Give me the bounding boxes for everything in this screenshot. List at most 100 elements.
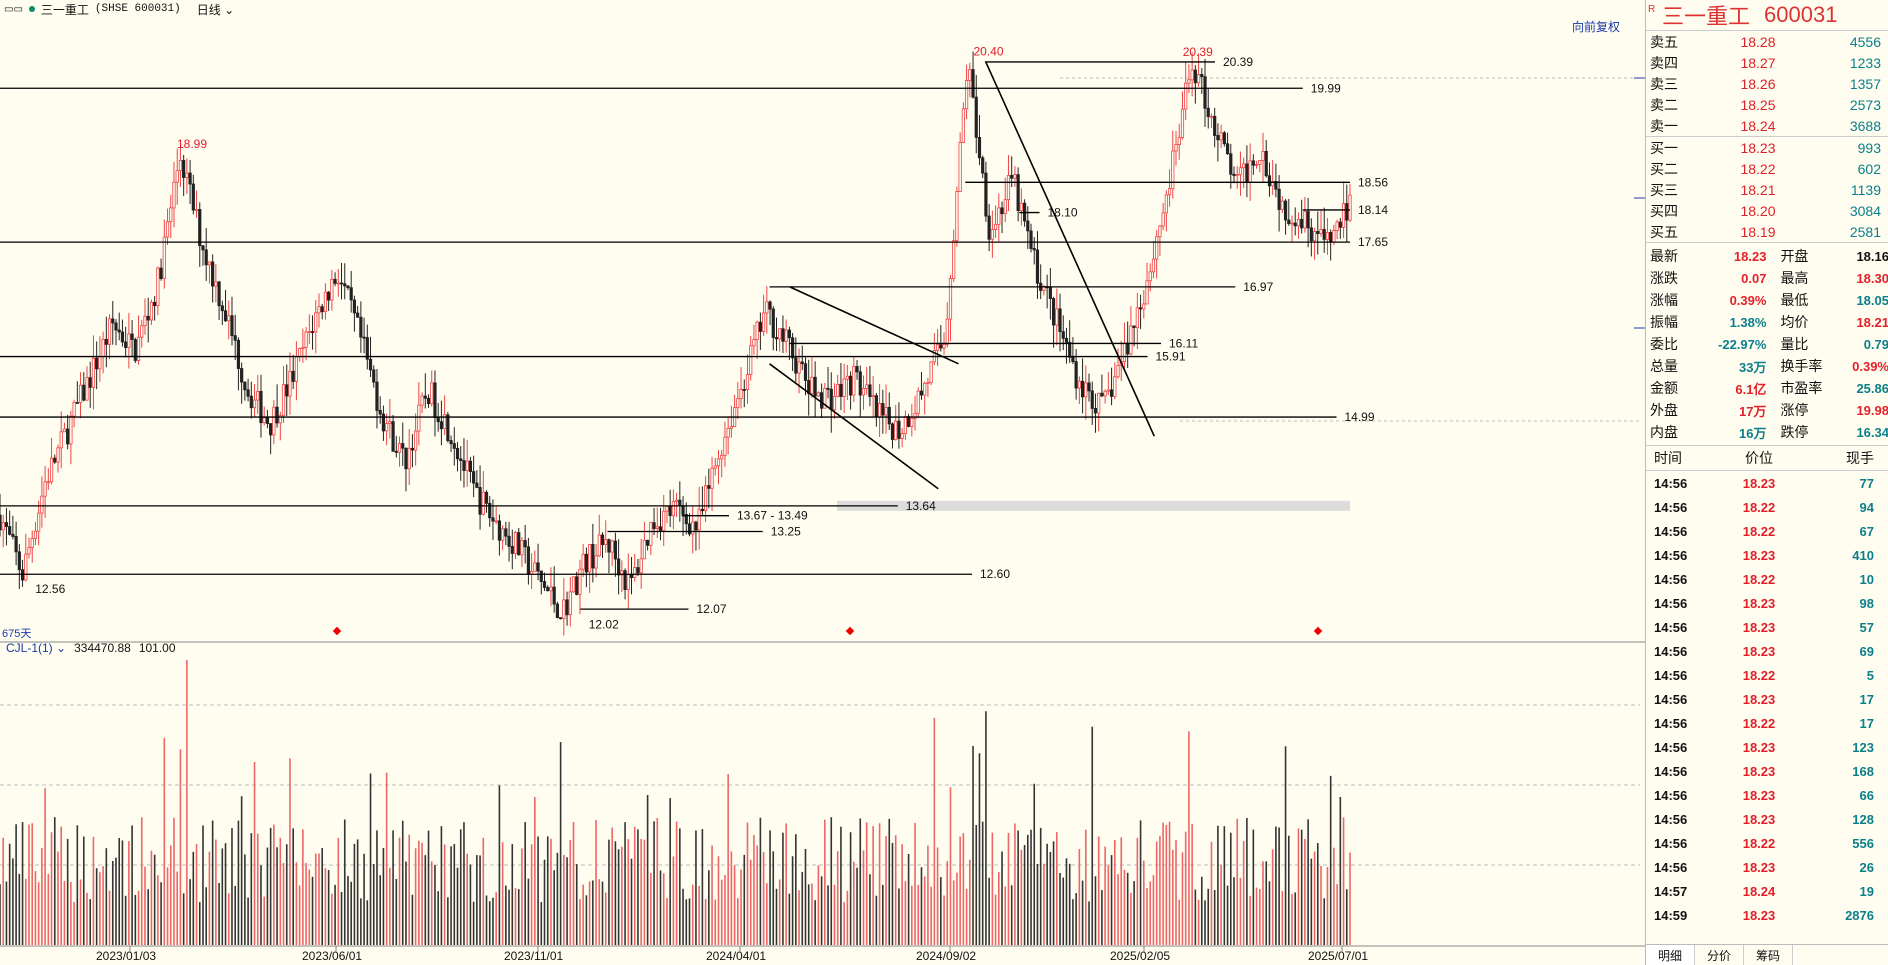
kline-chart[interactable]: 20.3919.9918.5618.1418.1017.6516.9716.11… bbox=[0, 0, 1645, 965]
candle-body bbox=[517, 532, 521, 556]
trend-line[interactable] bbox=[769, 363, 939, 490]
tick-row[interactable]: 14:56 18.23 57 bbox=[1646, 615, 1888, 639]
tick-row[interactable]: 14:56 18.23 17 bbox=[1646, 687, 1888, 711]
candle-body bbox=[736, 398, 740, 409]
indicator-selector[interactable]: CJL-1(1) ⌄ bbox=[6, 641, 67, 655]
candle-body bbox=[1, 522, 5, 531]
panel-tab-2[interactable]: 筹码 bbox=[1744, 945, 1794, 965]
xaxis-date-label: 2024/09/02 bbox=[916, 949, 976, 963]
candle-body bbox=[233, 335, 237, 341]
tick-price: 18.22 bbox=[1742, 499, 1776, 515]
tick-row[interactable]: 14:56 18.23 77 bbox=[1646, 471, 1888, 495]
candle-body bbox=[433, 382, 437, 419]
level-label: 19.99 bbox=[1311, 81, 1341, 95]
candle-body bbox=[294, 356, 299, 382]
period-selector[interactable]: 日线 ⌄ bbox=[196, 2, 235, 17]
tick-row[interactable]: 14:56 18.22 10 bbox=[1646, 567, 1888, 591]
ask-price: 18.24 bbox=[1740, 117, 1776, 134]
event-marker-icon[interactable] bbox=[332, 626, 342, 636]
bid-row[interactable]: 买三 18.21 1139 bbox=[1646, 179, 1888, 200]
candle-body bbox=[974, 96, 978, 138]
stat-row: 外盘 17万 涨停 19.98 bbox=[1646, 399, 1888, 421]
candle-body bbox=[1219, 132, 1223, 141]
candle-body bbox=[526, 546, 531, 575]
candle-body bbox=[588, 544, 592, 573]
ask-row[interactable]: 卖一 18.24 3688 bbox=[1646, 115, 1888, 136]
candle-body bbox=[1287, 219, 1291, 224]
trend-line[interactable] bbox=[789, 286, 959, 365]
candle-body bbox=[37, 512, 41, 532]
tick-row[interactable]: 14:56 18.23 98 bbox=[1646, 591, 1888, 615]
indicator-value-1: 334470.88 bbox=[74, 641, 131, 655]
candle-body bbox=[452, 443, 456, 449]
stat-value: 18.21 bbox=[1856, 314, 1888, 330]
candle-body bbox=[201, 245, 205, 251]
tick-time: 14:56 bbox=[1654, 643, 1688, 659]
stat-value: 0.79 bbox=[1863, 336, 1888, 352]
tick-row[interactable]: 14:56 18.23 128 bbox=[1646, 807, 1888, 831]
panel-tab-0[interactable]: 明细 bbox=[1646, 945, 1696, 965]
stat-row: 涨跌 0.07 最高 18.30 bbox=[1646, 267, 1888, 289]
tick-row[interactable]: 14:56 18.22 556 bbox=[1646, 831, 1888, 855]
ask-volume: 3688 bbox=[1849, 117, 1881, 134]
tick-row[interactable]: 14:56 18.22 5 bbox=[1646, 663, 1888, 687]
panel-tab-1[interactable]: 分价 bbox=[1695, 945, 1745, 965]
tick-time: 14:59 bbox=[1654, 907, 1688, 923]
candle-body bbox=[243, 381, 247, 391]
tick-row[interactable]: 14:56 18.22 67 bbox=[1646, 519, 1888, 543]
tick-row[interactable]: 14:56 18.23 66 bbox=[1646, 783, 1888, 807]
candle-body bbox=[694, 521, 698, 531]
ask-price: 18.27 bbox=[1740, 54, 1776, 71]
candle-body bbox=[1106, 389, 1110, 392]
xaxis-date-label: 2023/01/03 bbox=[96, 949, 156, 963]
bid-row[interactable]: 买五 18.19 2581 bbox=[1646, 221, 1888, 242]
tick-list[interactable]: 14:56 18.23 77 14:56 18.22 94 14:56 18.22 67 14:5… bbox=[1646, 471, 1888, 927]
event-marker-icon[interactable] bbox=[845, 626, 855, 636]
tick-volume: 128 bbox=[1852, 811, 1874, 827]
ask-row[interactable]: 卖三 18.26 1357 bbox=[1646, 73, 1888, 94]
candle-body bbox=[1100, 392, 1104, 397]
candle-body bbox=[1258, 160, 1262, 165]
candle-body bbox=[955, 191, 959, 242]
tick-row[interactable]: 14:56 18.23 123 bbox=[1646, 735, 1888, 759]
ask-row[interactable]: 卖二 18.25 2573 bbox=[1646, 94, 1888, 115]
candle-body bbox=[1209, 115, 1214, 118]
candle-body bbox=[836, 383, 840, 397]
xaxis-date-label: 2023/06/01 bbox=[302, 949, 362, 963]
bid-row[interactable]: 买二 18.22 602 bbox=[1646, 158, 1888, 179]
tick-row[interactable]: 14:56 18.22 17 bbox=[1646, 711, 1888, 735]
tick-row[interactable]: 14:56 18.23 26 bbox=[1646, 855, 1888, 879]
candle-body bbox=[791, 337, 795, 359]
trend-line[interactable] bbox=[984, 60, 1155, 437]
candle-body bbox=[1271, 181, 1275, 187]
candle-body bbox=[1064, 337, 1069, 343]
tick-row[interactable]: 14:56 18.23 168 bbox=[1646, 759, 1888, 783]
bid-volume: 1139 bbox=[1850, 181, 1881, 198]
tick-volume: 69 bbox=[1859, 643, 1874, 659]
candle-body bbox=[307, 331, 311, 334]
extreme-label: 18.99 bbox=[177, 137, 207, 151]
level-label: 12.60 bbox=[980, 567, 1010, 581]
bid-volume: 2581 bbox=[1849, 223, 1881, 240]
candle-body bbox=[658, 526, 663, 531]
tick-row[interactable]: 14:56 18.22 94 bbox=[1646, 495, 1888, 519]
tick-row[interactable]: 14:57 18.24 19 bbox=[1646, 879, 1888, 903]
bid-row[interactable]: 买四 18.20 3084 bbox=[1646, 200, 1888, 221]
ask-row[interactable]: 卖五 18.28 4556 bbox=[1646, 31, 1888, 52]
candle-body bbox=[191, 183, 195, 211]
candle-body bbox=[240, 368, 244, 383]
tick-row[interactable]: 14:59 18.23 2876 bbox=[1646, 903, 1888, 927]
candle-body bbox=[1093, 408, 1098, 414]
candle-body bbox=[671, 500, 675, 517]
menu-icon[interactable]: ▭▭ bbox=[4, 3, 23, 15]
event-marker-icon[interactable] bbox=[1313, 626, 1323, 636]
stat-label: 换手率 bbox=[1780, 358, 1823, 374]
restore-mode-button[interactable]: 向前复权 bbox=[1572, 20, 1621, 34]
tick-row[interactable]: 14:56 18.23 410 bbox=[1646, 543, 1888, 567]
bid-row[interactable]: 买一 18.23 993 bbox=[1646, 137, 1888, 158]
candle-body bbox=[565, 599, 569, 616]
candle-body bbox=[626, 573, 630, 590]
tick-row[interactable]: 14:56 18.23 69 bbox=[1646, 639, 1888, 663]
ask-row[interactable]: 卖四 18.27 1233 bbox=[1646, 52, 1888, 73]
candle-body bbox=[1026, 220, 1030, 232]
